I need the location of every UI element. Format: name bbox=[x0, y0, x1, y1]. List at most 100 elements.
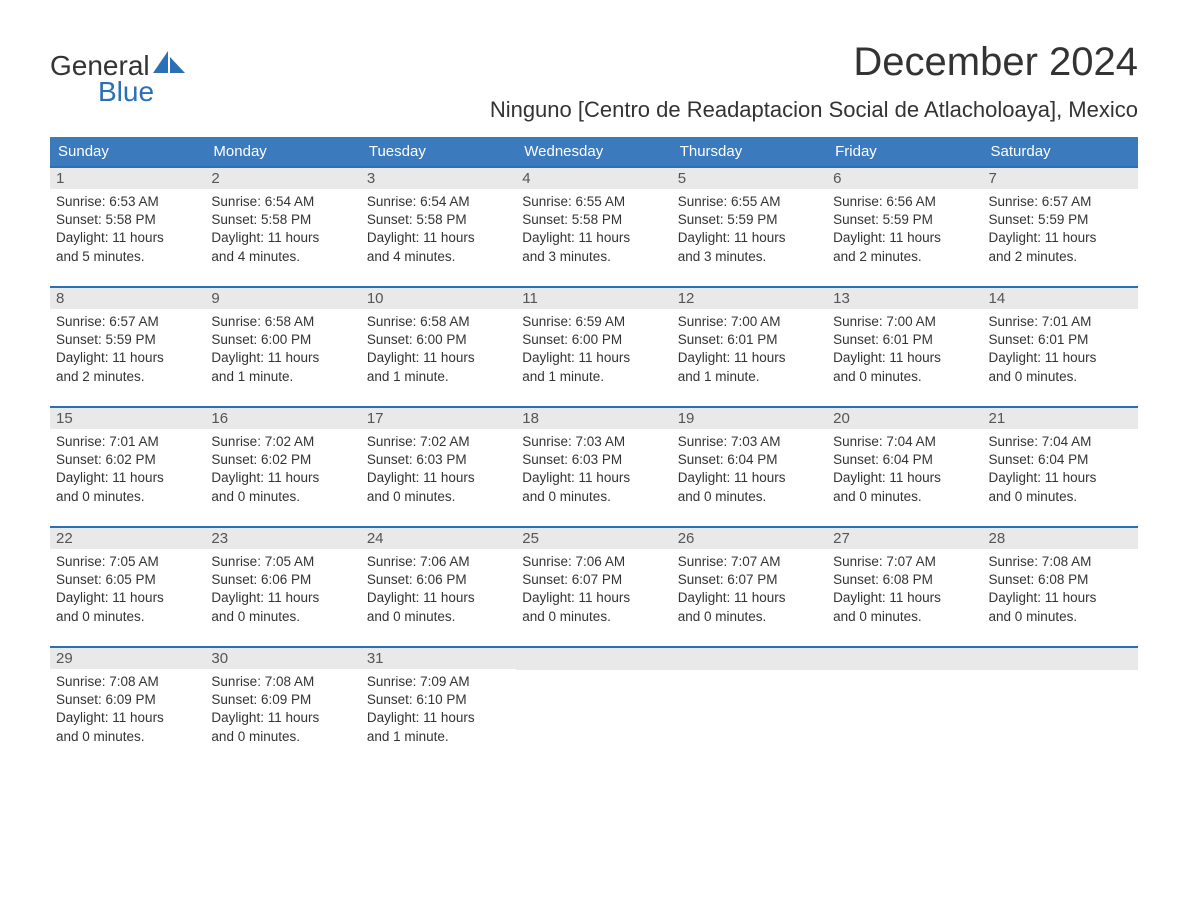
calendar-cell bbox=[672, 648, 827, 760]
daylight1-text: Daylight: 11 hours bbox=[56, 709, 199, 727]
day-number: 6 bbox=[827, 168, 982, 189]
cell-content: Sunrise: 6:55 AMSunset: 5:58 PMDaylight:… bbox=[516, 189, 671, 270]
sunset-text: Sunset: 6:07 PM bbox=[522, 571, 665, 589]
day-number: 15 bbox=[50, 408, 205, 429]
calendar-cell: 12Sunrise: 7:00 AMSunset: 6:01 PMDayligh… bbox=[672, 288, 827, 400]
daylight1-text: Daylight: 11 hours bbox=[211, 589, 354, 607]
cell-content: Sunrise: 7:02 AMSunset: 6:02 PMDaylight:… bbox=[205, 429, 360, 510]
sunset-text: Sunset: 5:59 PM bbox=[833, 211, 976, 229]
sunset-text: Sunset: 6:01 PM bbox=[678, 331, 821, 349]
sunrise-text: Sunrise: 7:04 AM bbox=[989, 433, 1132, 451]
calendar-cell: 20Sunrise: 7:04 AMSunset: 6:04 PMDayligh… bbox=[827, 408, 982, 520]
daylight2-text: and 3 minutes. bbox=[522, 248, 665, 266]
sunset-text: Sunset: 5:59 PM bbox=[56, 331, 199, 349]
day-number: 12 bbox=[672, 288, 827, 309]
sunset-text: Sunset: 6:00 PM bbox=[367, 331, 510, 349]
day-number bbox=[516, 648, 671, 670]
sunset-text: Sunset: 6:09 PM bbox=[211, 691, 354, 709]
calendar-cell bbox=[827, 648, 982, 760]
calendar-cell: 18Sunrise: 7:03 AMSunset: 6:03 PMDayligh… bbox=[516, 408, 671, 520]
day-header: Tuesday bbox=[361, 137, 516, 166]
calendar-cell: 22Sunrise: 7:05 AMSunset: 6:05 PMDayligh… bbox=[50, 528, 205, 640]
daylight2-text: and 1 minute. bbox=[367, 728, 510, 746]
calendar-cell: 16Sunrise: 7:02 AMSunset: 6:02 PMDayligh… bbox=[205, 408, 360, 520]
day-number: 11 bbox=[516, 288, 671, 309]
sunrise-text: Sunrise: 7:07 AM bbox=[678, 553, 821, 571]
sunrise-text: Sunrise: 7:05 AM bbox=[211, 553, 354, 571]
cell-content: Sunrise: 7:06 AMSunset: 6:06 PMDaylight:… bbox=[361, 549, 516, 630]
daylight1-text: Daylight: 11 hours bbox=[211, 469, 354, 487]
sunset-text: Sunset: 5:59 PM bbox=[678, 211, 821, 229]
cell-content: Sunrise: 7:04 AMSunset: 6:04 PMDaylight:… bbox=[827, 429, 982, 510]
calendar-cell: 15Sunrise: 7:01 AMSunset: 6:02 PMDayligh… bbox=[50, 408, 205, 520]
calendar-cell: 2Sunrise: 6:54 AMSunset: 5:58 PMDaylight… bbox=[205, 168, 360, 280]
day-number: 7 bbox=[983, 168, 1138, 189]
day-number: 20 bbox=[827, 408, 982, 429]
daylight1-text: Daylight: 11 hours bbox=[211, 709, 354, 727]
daylight1-text: Daylight: 11 hours bbox=[522, 349, 665, 367]
sunset-text: Sunset: 6:01 PM bbox=[833, 331, 976, 349]
daylight2-text: and 0 minutes. bbox=[56, 728, 199, 746]
day-number: 26 bbox=[672, 528, 827, 549]
daylight2-text: and 0 minutes. bbox=[678, 488, 821, 506]
daylight1-text: Daylight: 11 hours bbox=[989, 229, 1132, 247]
week-row: 15Sunrise: 7:01 AMSunset: 6:02 PMDayligh… bbox=[50, 406, 1138, 520]
sunrise-text: Sunrise: 7:01 AM bbox=[56, 433, 199, 451]
daylight1-text: Daylight: 11 hours bbox=[211, 229, 354, 247]
sunrise-text: Sunrise: 7:03 AM bbox=[522, 433, 665, 451]
cell-content: Sunrise: 7:00 AMSunset: 6:01 PMDaylight:… bbox=[827, 309, 982, 390]
calendar-cell: 10Sunrise: 6:58 AMSunset: 6:00 PMDayligh… bbox=[361, 288, 516, 400]
calendar-cell: 17Sunrise: 7:02 AMSunset: 6:03 PMDayligh… bbox=[361, 408, 516, 520]
cell-content: Sunrise: 6:58 AMSunset: 6:00 PMDaylight:… bbox=[361, 309, 516, 390]
daylight1-text: Daylight: 11 hours bbox=[989, 469, 1132, 487]
calendar-cell: 5Sunrise: 6:55 AMSunset: 5:59 PMDaylight… bbox=[672, 168, 827, 280]
sunset-text: Sunset: 6:07 PM bbox=[678, 571, 821, 589]
sunrise-text: Sunrise: 6:54 AM bbox=[211, 193, 354, 211]
daylight1-text: Daylight: 11 hours bbox=[522, 589, 665, 607]
calendar-cell: 3Sunrise: 6:54 AMSunset: 5:58 PMDaylight… bbox=[361, 168, 516, 280]
daylight1-text: Daylight: 11 hours bbox=[367, 589, 510, 607]
sunset-text: Sunset: 6:03 PM bbox=[367, 451, 510, 469]
calendar-cell: 9Sunrise: 6:58 AMSunset: 6:00 PMDaylight… bbox=[205, 288, 360, 400]
daylight2-text: and 0 minutes. bbox=[56, 488, 199, 506]
daylight2-text: and 0 minutes. bbox=[211, 728, 354, 746]
calendar-cell: 14Sunrise: 7:01 AMSunset: 6:01 PMDayligh… bbox=[983, 288, 1138, 400]
day-number bbox=[672, 648, 827, 670]
sunset-text: Sunset: 6:06 PM bbox=[211, 571, 354, 589]
day-number: 5 bbox=[672, 168, 827, 189]
cell-content: Sunrise: 7:08 AMSunset: 6:09 PMDaylight:… bbox=[50, 669, 205, 750]
daylight1-text: Daylight: 11 hours bbox=[56, 589, 199, 607]
cell-content: Sunrise: 6:58 AMSunset: 6:00 PMDaylight:… bbox=[205, 309, 360, 390]
sunrise-text: Sunrise: 7:03 AM bbox=[678, 433, 821, 451]
sunset-text: Sunset: 6:04 PM bbox=[989, 451, 1132, 469]
cell-content: Sunrise: 7:09 AMSunset: 6:10 PMDaylight:… bbox=[361, 669, 516, 750]
calendar-cell: 25Sunrise: 7:06 AMSunset: 6:07 PMDayligh… bbox=[516, 528, 671, 640]
daylight2-text: and 0 minutes. bbox=[678, 608, 821, 626]
sunrise-text: Sunrise: 7:08 AM bbox=[211, 673, 354, 691]
cell-content: Sunrise: 7:07 AMSunset: 6:08 PMDaylight:… bbox=[827, 549, 982, 630]
daylight2-text: and 0 minutes. bbox=[833, 368, 976, 386]
cell-content: Sunrise: 7:03 AMSunset: 6:03 PMDaylight:… bbox=[516, 429, 671, 510]
day-number: 3 bbox=[361, 168, 516, 189]
calendar-cell: 31Sunrise: 7:09 AMSunset: 6:10 PMDayligh… bbox=[361, 648, 516, 760]
sunrise-text: Sunrise: 6:56 AM bbox=[833, 193, 976, 211]
sunset-text: Sunset: 6:04 PM bbox=[678, 451, 821, 469]
week-row: 29Sunrise: 7:08 AMSunset: 6:09 PMDayligh… bbox=[50, 646, 1138, 760]
cell-content: Sunrise: 6:57 AMSunset: 5:59 PMDaylight:… bbox=[983, 189, 1138, 270]
daylight2-text: and 0 minutes. bbox=[989, 608, 1132, 626]
calendar-cell bbox=[516, 648, 671, 760]
cell-content: Sunrise: 7:07 AMSunset: 6:07 PMDaylight:… bbox=[672, 549, 827, 630]
sunrise-text: Sunrise: 7:01 AM bbox=[989, 313, 1132, 331]
daylight1-text: Daylight: 11 hours bbox=[211, 349, 354, 367]
daylight2-text: and 1 minute. bbox=[367, 368, 510, 386]
sunrise-text: Sunrise: 7:00 AM bbox=[678, 313, 821, 331]
logo: General Blue bbox=[50, 50, 187, 108]
cell-content: Sunrise: 7:06 AMSunset: 6:07 PMDaylight:… bbox=[516, 549, 671, 630]
sunset-text: Sunset: 5:59 PM bbox=[989, 211, 1132, 229]
daylight2-text: and 5 minutes. bbox=[56, 248, 199, 266]
sunrise-text: Sunrise: 6:54 AM bbox=[367, 193, 510, 211]
daylight2-text: and 0 minutes. bbox=[211, 608, 354, 626]
daylight2-text: and 2 minutes. bbox=[56, 368, 199, 386]
calendar-cell: 8Sunrise: 6:57 AMSunset: 5:59 PMDaylight… bbox=[50, 288, 205, 400]
daylight1-text: Daylight: 11 hours bbox=[522, 469, 665, 487]
